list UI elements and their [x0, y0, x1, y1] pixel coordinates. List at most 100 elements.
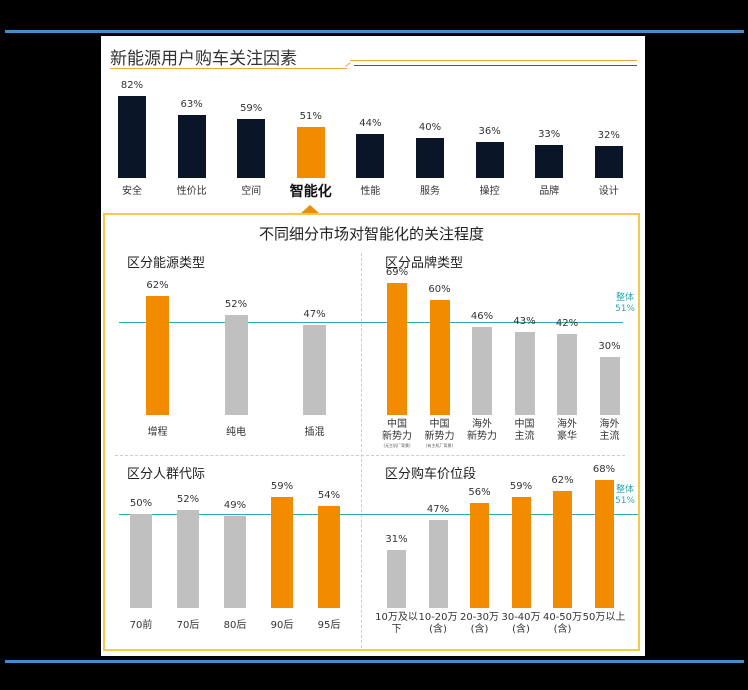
generation-section-title: 区分人群代际	[127, 467, 206, 482]
category-label: 50万以上	[574, 612, 634, 624]
value-label: 32%	[597, 130, 620, 141]
category-line2: 新势力	[424, 431, 455, 442]
value-label: 59%	[240, 103, 263, 114]
category-text: 性能	[360, 186, 381, 197]
title-underline-right	[350, 60, 637, 61]
value-label: 33%	[538, 129, 561, 140]
bar	[472, 326, 492, 415]
value-label: 47%	[426, 503, 450, 515]
category-label: 操控	[460, 186, 520, 198]
bar	[387, 549, 406, 608]
category-line2: 下	[391, 624, 402, 635]
value-label: 51%	[299, 111, 322, 122]
category-label: 中国 主流	[495, 419, 555, 443]
value-label: 68%	[592, 464, 616, 476]
pointer-arrow-icon	[300, 205, 320, 214]
brand-reference-label: 整体 51%	[610, 293, 640, 315]
bar	[224, 515, 246, 608]
category-text: 80后	[223, 620, 247, 631]
category-text: 增程	[147, 427, 168, 438]
value-label: 44%	[359, 118, 382, 129]
top-frame-line	[5, 30, 744, 33]
category-line1: 海外	[599, 419, 620, 430]
bar	[296, 127, 325, 178]
category-line2: (含)	[512, 624, 530, 635]
bar	[594, 146, 623, 178]
bar	[177, 510, 199, 608]
category-line1: 20-30万	[459, 612, 500, 623]
reference-label-text: 整体	[615, 485, 634, 495]
category-text: 70后	[176, 620, 200, 631]
bar	[470, 502, 489, 608]
category-line2: 豪华	[557, 431, 577, 442]
brand-section-title: 区分品牌类型	[385, 256, 464, 271]
category-note: (有主机厂背景)	[425, 443, 454, 448]
horizontal-divider	[115, 455, 625, 456]
category-label: 品牌	[519, 186, 579, 198]
brand-reference-line	[363, 322, 623, 323]
bar	[429, 299, 450, 415]
category-label: 80后	[205, 620, 265, 632]
title-underline-slant	[345, 62, 351, 67]
reference-label-value: 51%	[614, 304, 635, 314]
value-label: 56%	[468, 486, 491, 498]
energy-section-title: 区分能源类型	[127, 256, 206, 271]
title-underline-left	[110, 68, 347, 69]
category-label: 70后	[158, 620, 218, 632]
category-line2: 主流	[599, 431, 620, 442]
value-label: 50%	[129, 498, 153, 509]
bar	[428, 519, 448, 608]
category-label: 90后	[252, 620, 312, 632]
segment-panel: 不同细分市场对智能化的关注程度 区分能源类型 区分品牌类型 区分人群代际 区分购…	[103, 213, 640, 651]
category-label: 性价比	[162, 186, 222, 198]
bar	[514, 332, 535, 415]
category-text: 设计	[598, 186, 619, 197]
category-line1: 10-20万	[418, 612, 458, 623]
bar	[118, 96, 146, 178]
category-label: 插混	[285, 427, 345, 439]
category-label: 70前	[111, 620, 171, 632]
price-section-title: 区分购车价位段	[385, 467, 477, 482]
value-label: 42%	[555, 318, 579, 330]
category-text: 智能化	[289, 184, 332, 200]
category-line1: 海外	[557, 419, 577, 430]
category-line1: 40-50万	[542, 612, 583, 623]
category-text: 品牌	[539, 186, 560, 197]
value-label: 30%	[598, 341, 621, 353]
category-text: 性价比	[176, 186, 207, 197]
value-label: 52%	[224, 299, 248, 311]
category-text: 操控	[479, 186, 500, 197]
bar	[599, 357, 620, 415]
value-label: 36%	[478, 126, 501, 137]
bar	[356, 134, 385, 178]
reference-label-text: 整体	[615, 293, 634, 303]
panel-title: 不同细分市场对智能化的关注程度	[258, 225, 484, 243]
category-label: 10万及以下	[367, 612, 427, 636]
category-text: 95后	[317, 620, 341, 631]
bar	[146, 295, 169, 415]
bar	[475, 142, 504, 178]
category-label: 海外 豪华	[537, 419, 597, 443]
category-line2: 新势力	[467, 431, 497, 442]
category-label: 10-20万 (含)	[408, 612, 468, 636]
category-line2: (含)	[429, 624, 447, 635]
category-line1: 50万以上	[582, 612, 626, 623]
category-text: 插混	[304, 427, 325, 438]
category-line1: 中国	[514, 419, 535, 430]
generation-reference-line	[119, 514, 363, 515]
category-label: 纯电	[206, 427, 266, 439]
price-reference-line	[363, 514, 638, 515]
value-label: 59%	[509, 481, 533, 493]
category-label: 空间	[221, 186, 281, 198]
category-text: 纯电	[226, 427, 246, 438]
category-text: 90后	[270, 620, 294, 631]
value-label: 59%	[270, 481, 294, 493]
value-label: 46%	[470, 310, 494, 322]
bar	[387, 282, 407, 415]
value-label: 63%	[180, 99, 203, 110]
value-label: 40%	[418, 122, 442, 133]
category-label: 海外 新势力	[452, 419, 512, 443]
value-label: 43%	[513, 316, 536, 328]
vertical-divider	[361, 253, 362, 648]
category-label: 增程	[128, 427, 188, 439]
